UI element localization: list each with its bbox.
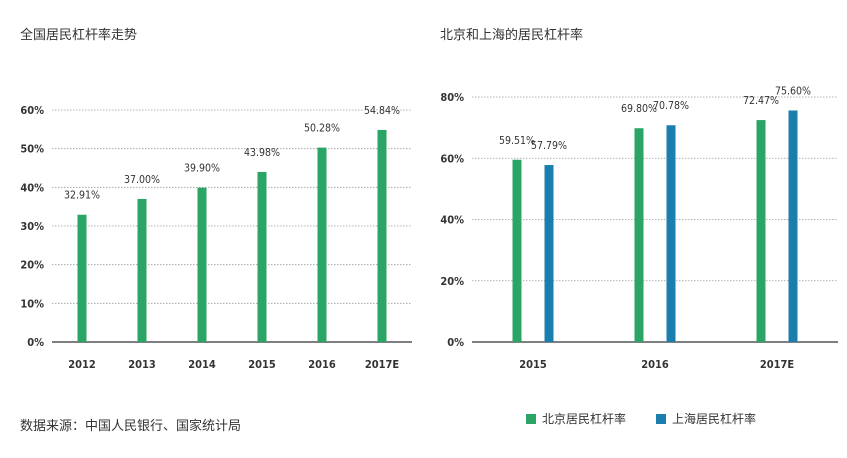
chart1-bar xyxy=(317,147,327,342)
legend-label-shanghai: 上海居民杠杆率 xyxy=(672,412,757,426)
chart1-data-label: 39.90% xyxy=(184,163,220,175)
chart2-data-label: 72.47% xyxy=(743,95,779,107)
chart2-bar xyxy=(756,120,766,342)
chart1-ytick-label: 30% xyxy=(20,220,44,233)
legend-item-shanghai: 上海居民杠杆率 xyxy=(656,410,756,427)
chart2-data-label: 69.80% xyxy=(621,103,657,115)
legend-item-beijing: 北京居民杠杆率 xyxy=(526,410,626,427)
chart2-xtick-label: 2015 xyxy=(519,358,547,371)
chart2-ytick-label: 60% xyxy=(440,152,464,165)
chart1-bar xyxy=(77,214,87,342)
chart1-bar xyxy=(257,171,267,342)
chart2-bar xyxy=(666,125,676,342)
legend-swatch-shanghai xyxy=(656,413,667,424)
chart1-xtick-label: 2016 xyxy=(308,358,336,371)
chart1-xtick-label: 2013 xyxy=(128,358,156,371)
chart1-data-label: 50.28% xyxy=(304,123,340,135)
legend-swatch-beijing xyxy=(526,413,536,424)
chart2-ytick-label: 20% xyxy=(440,275,464,288)
chart1-xtick-label: 2017E xyxy=(365,358,400,371)
chart1-data-label: 43.98% xyxy=(244,147,280,159)
chart1-xtick-label: 2012 xyxy=(68,358,96,371)
chart2-data-label: 57.79% xyxy=(531,140,567,152)
chart1-data-label: 54.84% xyxy=(364,105,400,117)
chart1-bar xyxy=(137,198,147,342)
chart1-ytick-label: 10% xyxy=(20,297,44,310)
chart1-bar xyxy=(377,129,387,342)
chart1-data-label: 37.00% xyxy=(124,174,160,186)
chart1-bar xyxy=(197,187,207,342)
chart1-ytick-label: 0% xyxy=(27,336,44,349)
chart2-bar xyxy=(788,110,798,342)
legend-label-beijing: 北京居民杠杆率 xyxy=(542,412,627,426)
chart1-ytick-label: 50% xyxy=(20,143,44,156)
chart2-bar xyxy=(544,165,554,342)
chart1-xtick-label: 2015 xyxy=(248,358,276,371)
chart2-bar xyxy=(512,159,522,342)
data-source-note: 数据来源：中国人民银行、国家统计局 xyxy=(20,419,242,434)
chart2-data-label: 59.51% xyxy=(499,135,535,147)
chart2-ytick-label: 40% xyxy=(440,214,464,227)
chart1-data-label: 32.91% xyxy=(64,190,100,202)
chart1-xtick-label: 2014 xyxy=(188,358,216,371)
chart2-ytick-label: 80% xyxy=(440,91,464,104)
chart2-title: 北京和上海的居民杠杆率 xyxy=(440,28,584,43)
chart1-ytick-label: 40% xyxy=(20,181,44,194)
chart2-xtick-label: 2017E xyxy=(760,358,795,371)
chart1-ytick-label: 60% xyxy=(20,104,44,117)
chart1-ytick-label: 20% xyxy=(20,259,44,272)
chart2-data-label: 75.60% xyxy=(775,85,811,97)
chart2-legend: 北京居民杠杆率 上海居民杠杆率 xyxy=(526,410,786,427)
chart2-bar xyxy=(634,128,644,342)
chart2-data-label: 70.78% xyxy=(653,100,689,112)
chart1-title: 全国居民杠杆率走势 xyxy=(20,28,138,43)
chart2-xtick-label: 2016 xyxy=(641,358,669,371)
chart2-ytick-label: 0% xyxy=(447,336,464,349)
